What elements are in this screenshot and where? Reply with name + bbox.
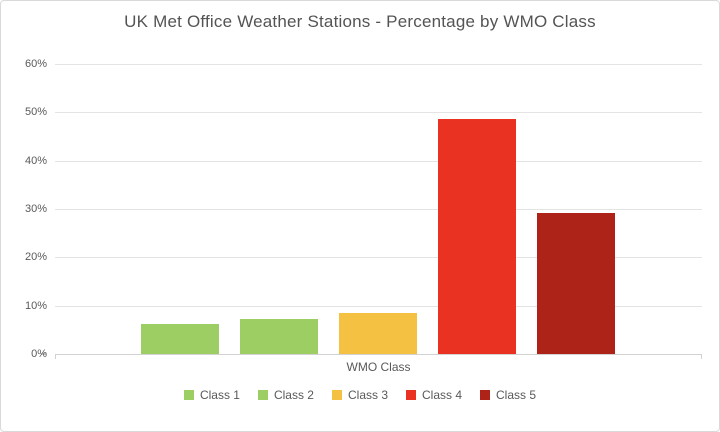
legend-label: Class 2 xyxy=(273,388,314,402)
legend: Class 1 Class 2 Class 3 Class 4 Class 5 xyxy=(1,388,719,402)
plot-area xyxy=(55,64,702,359)
y-axis-zero-tick xyxy=(41,353,46,355)
gridline-20 xyxy=(55,257,702,259)
gridline-50 xyxy=(55,112,702,114)
y-axis-label-0: 0% xyxy=(31,348,47,360)
legend-label: Class 1 xyxy=(199,388,240,402)
chart-title: UK Met Office Weather Stations - Percent… xyxy=(124,12,596,31)
bar-class-1 xyxy=(140,324,219,354)
bar-class-3 xyxy=(338,313,417,354)
y-axis-label-20: 20% xyxy=(24,251,47,264)
y-axis-label-30: 30% xyxy=(24,203,47,215)
y-axis-label-60: 60% xyxy=(24,58,47,70)
legend-swatch-icon xyxy=(183,390,194,400)
legend-swatch-icon xyxy=(257,390,268,400)
legend-item-class-4: Class 4 xyxy=(406,388,462,402)
gridline-30 xyxy=(55,209,702,210)
y-axis-label-40: 40% xyxy=(24,154,47,167)
bar-class-4 xyxy=(437,119,516,354)
legend-item-class-5: Class 5 xyxy=(480,388,536,402)
x-axis-title: WMO Class xyxy=(346,360,411,374)
legend-label: Class 5 xyxy=(496,388,537,402)
legend-swatch-icon xyxy=(480,390,491,400)
x-axis-line xyxy=(55,354,702,355)
gridline-40 xyxy=(55,160,702,162)
axis-end-tick-left xyxy=(55,354,56,359)
legend-swatch-icon xyxy=(406,390,416,400)
bar-class-2 xyxy=(239,319,318,354)
axis-end-tick-right xyxy=(701,354,702,359)
y-axis-label-50: 50% xyxy=(24,106,47,119)
legend-swatch-icon xyxy=(331,390,342,400)
legend-item-class-2: Class 2 xyxy=(257,388,314,402)
bar-class-5 xyxy=(536,213,615,354)
legend-label: Class 4 xyxy=(422,388,463,402)
gridline-10 xyxy=(55,305,702,307)
legend-item-class-1: Class 1 xyxy=(183,388,240,402)
y-axis-label-10: 10% xyxy=(24,299,47,312)
gridline-60 xyxy=(55,64,702,65)
legend-label: Class 3 xyxy=(347,388,388,402)
legend-item-class-3: Class 3 xyxy=(331,388,388,402)
